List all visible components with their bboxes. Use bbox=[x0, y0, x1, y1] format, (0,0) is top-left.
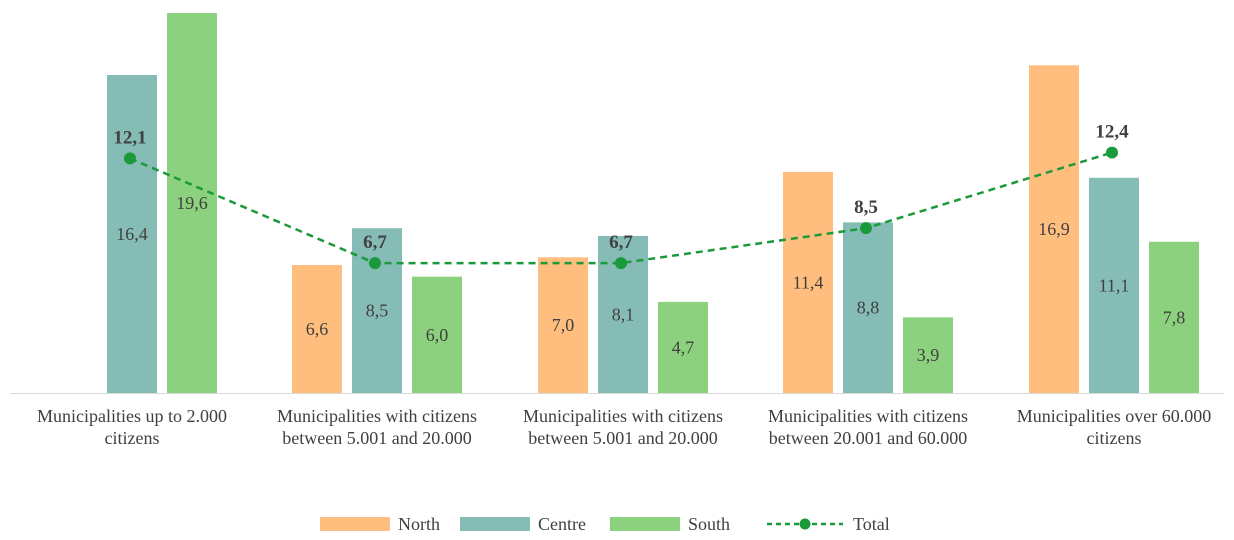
bar-centre-2 bbox=[352, 228, 402, 393]
bar-south-5 bbox=[1149, 241, 1199, 393]
data-label-centre-2: 8,5 bbox=[366, 301, 389, 321]
total-point-3 bbox=[615, 257, 627, 270]
bar-north-4 bbox=[783, 171, 833, 393]
legend-marker-total bbox=[767, 518, 843, 530]
data-label-centre-1: 16,4 bbox=[116, 224, 148, 244]
legend: North Centre South Total bbox=[0, 512, 1234, 536]
legend-label-south: South bbox=[688, 513, 731, 534]
legend-swatch-south bbox=[610, 517, 680, 531]
category-label-4: Municipalities with citizens between 20.… bbox=[768, 406, 968, 448]
total-line bbox=[129, 151, 1113, 265]
total-point-4 bbox=[860, 222, 872, 235]
bar-centre-1 bbox=[107, 75, 157, 393]
legend-swatch-centre bbox=[460, 517, 530, 531]
total-label-3: 6,7 bbox=[609, 232, 633, 253]
bar-centre-4 bbox=[843, 222, 893, 393]
legend-label-total: Total bbox=[853, 513, 890, 534]
data-label-north-5: 16,9 bbox=[1038, 219, 1070, 239]
bar-north-3 bbox=[538, 257, 588, 393]
data-label-south-3: 4,7 bbox=[672, 337, 695, 357]
category-label-5: Municipalities over 60.000 citizens bbox=[1016, 406, 1212, 448]
bar-south-1 bbox=[167, 12, 217, 394]
legend-item-south: South bbox=[610, 512, 730, 536]
bar-south-4 bbox=[903, 317, 953, 393]
data-label-south-2: 6,0 bbox=[426, 325, 449, 345]
data-label-north-3: 7,0 bbox=[552, 315, 575, 335]
data-label-south-5: 7,8 bbox=[1163, 307, 1186, 327]
total-point-1 bbox=[124, 152, 136, 165]
category-label-3: Municipalities with citizens between 5.0… bbox=[523, 406, 723, 448]
data-label-north-2: 6,6 bbox=[306, 319, 329, 339]
total-point-2 bbox=[369, 257, 381, 270]
data-label-south-1: 19,6 bbox=[176, 193, 208, 213]
data-label-centre-4: 8,8 bbox=[857, 298, 880, 318]
bar-centre-5 bbox=[1089, 177, 1139, 393]
total-label-2: 6,7 bbox=[363, 232, 387, 253]
legend-label-centre: Centre bbox=[538, 513, 586, 534]
legend-swatch-north bbox=[320, 517, 390, 531]
bar-north-5 bbox=[1029, 65, 1079, 394]
bar-south-3 bbox=[658, 301, 708, 393]
total-label-1: 12,1 bbox=[113, 127, 146, 148]
total-point-5 bbox=[1106, 146, 1118, 159]
legend-label-north: North bbox=[398, 513, 440, 534]
data-label-centre-3: 8,1 bbox=[612, 304, 635, 324]
data-label-south-4: 3,9 bbox=[917, 345, 940, 365]
total-label-4: 8,5 bbox=[854, 197, 878, 218]
category-label-2: Municipalities with citizens between 5.0… bbox=[277, 406, 477, 448]
total-label-5: 12,4 bbox=[1095, 122, 1129, 143]
data-label-north-4: 11,4 bbox=[793, 272, 824, 292]
category-label-1: Municipalities up to 2.000 citizens bbox=[37, 406, 227, 448]
legend-item-total: Total bbox=[765, 512, 890, 536]
bar-south-2 bbox=[412, 276, 462, 393]
data-label-centre-5: 11,1 bbox=[1099, 275, 1130, 295]
bar-north-2 bbox=[292, 265, 342, 393]
legend-item-north: North bbox=[320, 512, 440, 536]
legend-item-centre: Centre bbox=[460, 512, 586, 536]
